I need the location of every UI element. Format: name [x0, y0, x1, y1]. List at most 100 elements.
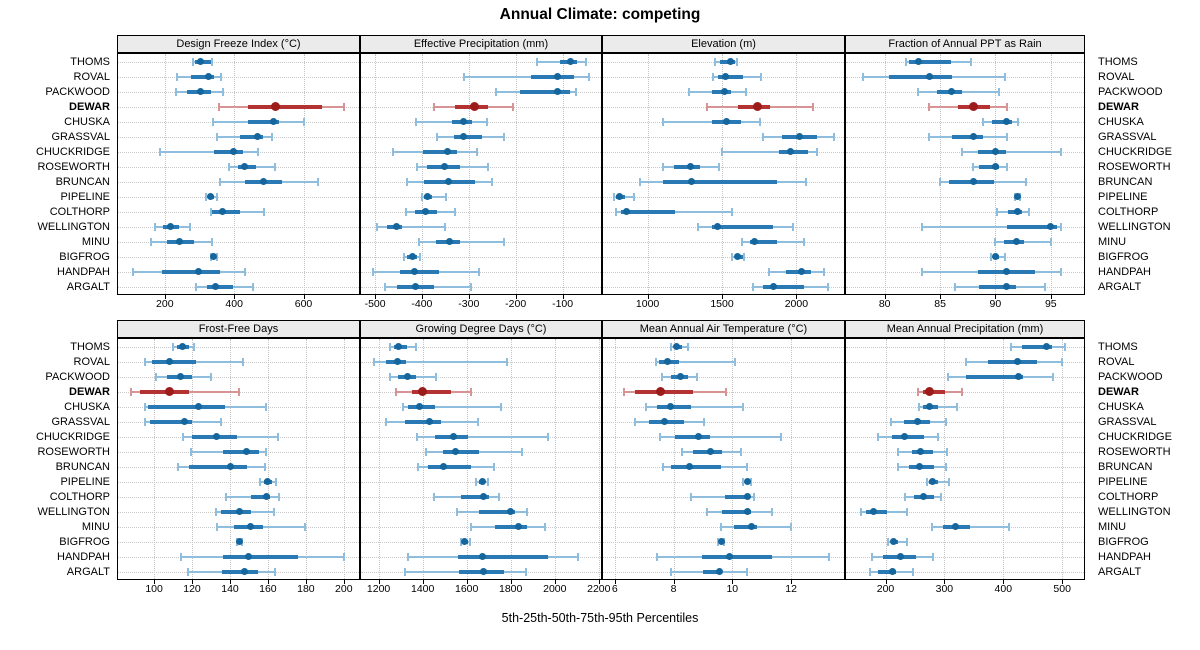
median-dot [667, 403, 675, 410]
median-dot [677, 373, 685, 380]
median-dot [179, 343, 186, 350]
gridline-horizontal [361, 61, 601, 63]
median-dot [686, 463, 694, 470]
whisker-end-cap [576, 552, 579, 561]
whisker-end-cap [476, 417, 479, 426]
gridline-horizontal [118, 196, 359, 198]
axis-tick [944, 580, 946, 584]
median-dot [553, 88, 561, 95]
box-25th-75th [250, 494, 270, 499]
whisker-end-cap [205, 192, 208, 201]
box-25th-75th [922, 389, 945, 394]
whisker-end-cap [302, 117, 305, 126]
site-label-left-roseworth: ROSEWORTH [37, 445, 110, 458]
median-dot [264, 478, 272, 485]
site-label-right-argalt: ARGALT [1098, 280, 1142, 293]
box-25th-75th [952, 134, 984, 139]
site-label-right-pipeline: PIPELINE [1098, 190, 1148, 203]
whisker-end-cap [946, 372, 949, 381]
whisker-end-cap [805, 177, 808, 186]
whisker-end-cap [1063, 342, 1066, 351]
median-dot [514, 523, 522, 530]
gridline-vertical [995, 54, 997, 294]
whisker-end-cap [392, 147, 395, 156]
whisker-end-cap [454, 207, 457, 216]
whisker-end-cap [159, 147, 161, 156]
gridline-horizontal [846, 496, 1084, 498]
whisker-end-cap [256, 147, 259, 156]
whisker-end-cap [342, 552, 345, 561]
axis-tick-label: 1500 [710, 298, 734, 310]
median-dot [210, 253, 218, 260]
box-25th-75th [213, 149, 244, 154]
panel-strip: Frost-Free Days [117, 320, 360, 338]
whisker-end-cap [995, 207, 998, 216]
gridline-vertical [192, 339, 193, 579]
box-25th-75th [877, 569, 897, 574]
gridline-vertical [468, 54, 470, 294]
site-label-left-chuckridge: CHUCKRIDGE [36, 145, 110, 158]
median-dot [688, 178, 695, 185]
whisker-end-cap [905, 537, 908, 546]
whisker-end-cap [216, 252, 219, 261]
median-dot [197, 58, 205, 65]
whisker-end-cap [476, 147, 479, 156]
median-dot [392, 223, 400, 230]
site-label-left-colthorp: COLTHORP [49, 205, 110, 218]
whisker-5th-95th [645, 405, 743, 408]
whisker-end-cap [497, 492, 500, 501]
whisker-end-cap [419, 252, 422, 261]
whisker-end-cap [947, 477, 950, 486]
whisker-end-cap [931, 522, 933, 531]
site-label-left-colthorp: COLTHORP [49, 490, 110, 503]
gridline-vertical [940, 54, 942, 294]
median-dot [403, 373, 411, 380]
whisker-end-cap [417, 237, 420, 246]
gridline-vertical [554, 339, 556, 579]
whisker-end-cap [659, 432, 662, 441]
whisker-end-cap [415, 117, 418, 126]
whisker-end-cap [662, 462, 665, 471]
median-dot [478, 553, 486, 560]
median-dot [478, 478, 486, 485]
gridline-horizontal [603, 421, 844, 423]
gridline-horizontal [846, 166, 1084, 168]
whisker-end-cap [435, 132, 438, 141]
whisker-end-cap [1005, 132, 1008, 141]
gridline-horizontal [118, 421, 359, 423]
median-dot [235, 508, 243, 515]
site-label-left-thoms: THOMS [70, 340, 110, 353]
whisker-end-cap [688, 87, 691, 96]
whisker-end-cap [154, 222, 157, 231]
whisker-end-cap [536, 57, 539, 66]
gridline-horizontal [846, 256, 1084, 258]
axis-tick-label: 400 [994, 583, 1013, 595]
whisker-end-cap [622, 387, 625, 396]
whisker-5th-95th [421, 195, 447, 198]
gridline-horizontal [118, 346, 359, 348]
whisker-end-cap [242, 357, 245, 366]
box-25th-75th [190, 74, 214, 79]
whisker-end-cap [746, 462, 748, 471]
gridline-vertical [884, 54, 886, 294]
whisker-end-cap [470, 387, 473, 396]
site-label-right-colthorp: COLTHORP [1098, 490, 1159, 503]
median-dot [1014, 373, 1022, 380]
gridline-horizontal [846, 466, 1084, 468]
axis-tick [267, 580, 269, 584]
whisker-end-cap [216, 192, 219, 201]
whisker-end-cap [753, 492, 756, 501]
gridline-vertical [305, 339, 307, 579]
whisker-end-cap [1025, 177, 1028, 186]
site-label-left-bruncan: BRUNCAN [55, 460, 110, 473]
whisker-end-cap [662, 162, 665, 171]
gridline-horizontal [846, 511, 1084, 513]
site-label-left-dewar: DEWAR [69, 385, 110, 398]
median-dot [479, 568, 487, 575]
box-25th-75th [457, 554, 549, 559]
site-label-right-handpah: HANDPAH [1098, 265, 1151, 278]
whisker-end-cap [259, 477, 262, 486]
gridline-horizontal [846, 391, 1084, 393]
axis-tick [422, 580, 424, 584]
axis-tick [234, 295, 236, 299]
